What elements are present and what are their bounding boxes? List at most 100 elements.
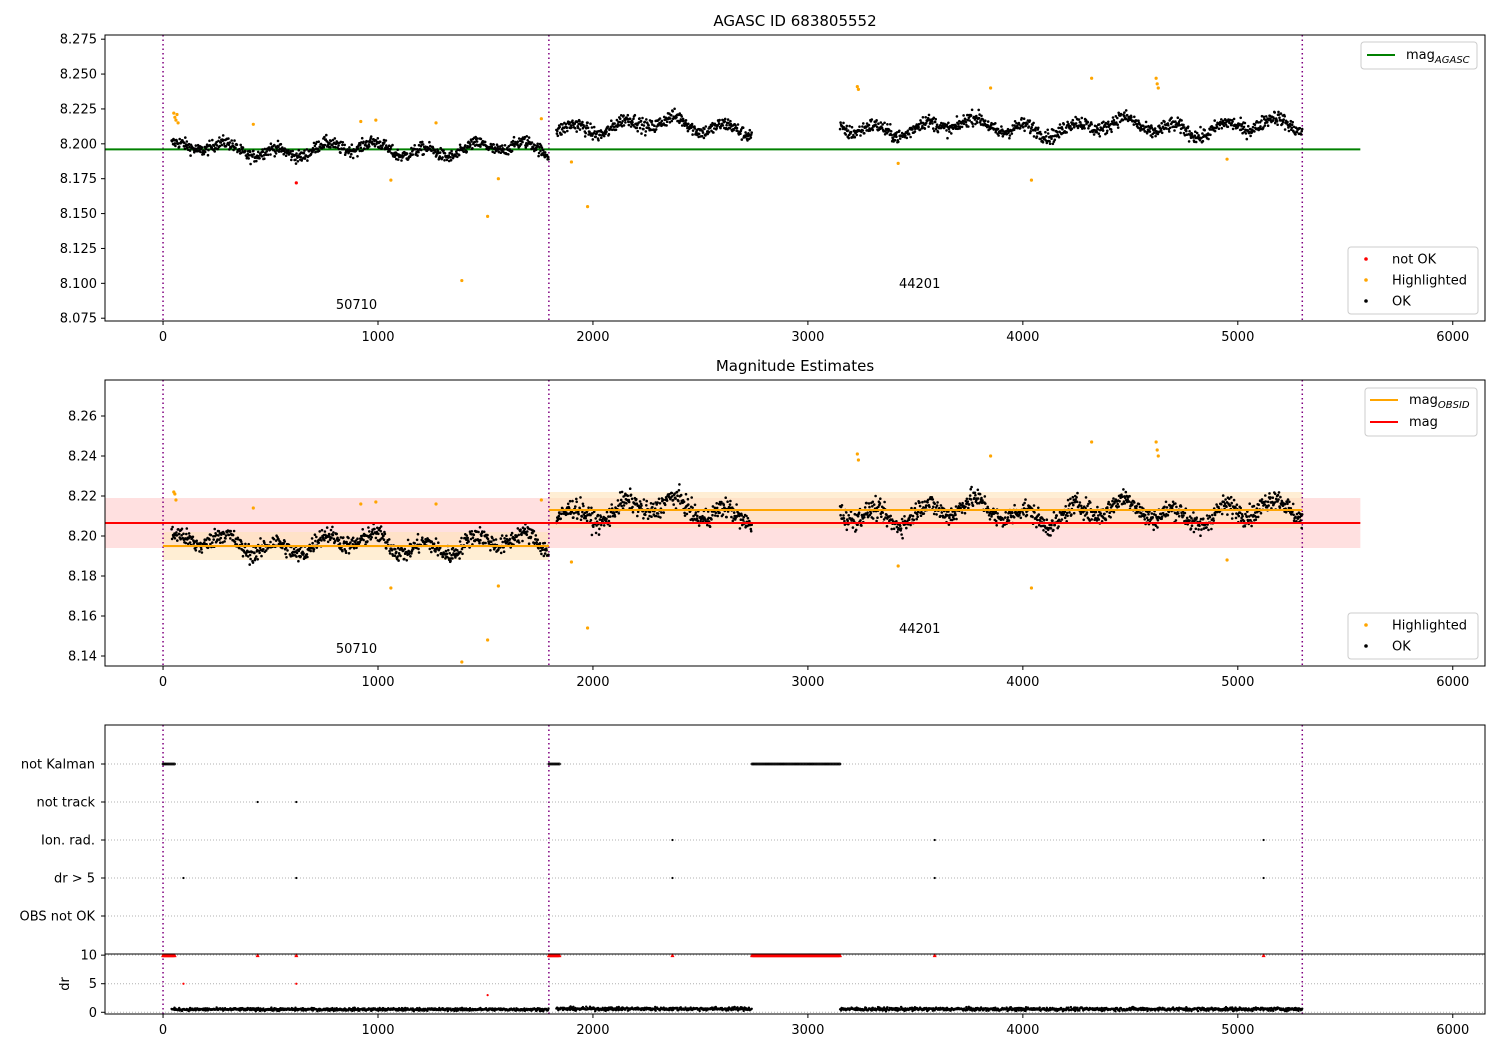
data-point <box>450 553 453 557</box>
data-point <box>1263 124 1267 127</box>
data-point <box>295 555 298 558</box>
data-point <box>1245 515 1249 519</box>
data-point <box>511 139 515 143</box>
data-point <box>1160 131 1164 135</box>
data-point <box>229 537 232 540</box>
data-point <box>646 517 650 520</box>
data-point <box>649 128 653 132</box>
data-point <box>217 529 221 533</box>
data-point <box>968 494 972 497</box>
data-point <box>248 150 252 154</box>
data-point <box>1160 515 1164 518</box>
data-point <box>700 134 704 138</box>
data-point <box>945 123 949 126</box>
data-point <box>537 154 540 158</box>
data-point <box>691 506 694 510</box>
y-tick-label: 8.200 <box>60 137 97 152</box>
data-point <box>1283 502 1287 506</box>
data-point <box>962 114 965 117</box>
data-point <box>684 492 688 496</box>
data-point <box>1221 494 1225 497</box>
data-point <box>1013 120 1017 123</box>
data-point <box>1226 513 1229 516</box>
data-point <box>1193 134 1197 137</box>
data-point <box>1135 119 1138 122</box>
highlighted-point <box>460 278 464 283</box>
data-point <box>228 141 232 144</box>
data-point <box>688 127 691 131</box>
data-point <box>848 124 851 128</box>
data-point <box>934 117 937 121</box>
data-point <box>297 148 301 152</box>
highlighted-point <box>174 118 178 122</box>
data-point <box>673 107 676 111</box>
data-point <box>852 133 855 137</box>
data-point <box>636 129 639 133</box>
data-point <box>1192 511 1195 514</box>
data-point <box>1118 500 1121 503</box>
data-point <box>499 551 503 555</box>
data-point <box>1083 127 1086 130</box>
data-point <box>1226 125 1230 129</box>
data-point <box>327 532 331 536</box>
data-point <box>294 158 297 162</box>
highlighted-point <box>389 586 393 590</box>
data-point <box>1041 140 1045 144</box>
data-point <box>1242 125 1246 129</box>
data-point <box>286 151 290 154</box>
data-point <box>610 119 613 122</box>
data-point <box>589 513 592 517</box>
data-point <box>509 143 512 147</box>
data-point <box>1150 124 1153 127</box>
data-point <box>592 525 595 528</box>
data-point <box>421 140 424 144</box>
data-point <box>977 108 980 112</box>
data-point <box>1279 112 1283 115</box>
x-tick-label: 2000 <box>576 330 609 345</box>
data-point <box>187 532 191 535</box>
x-tick-label: 4000 <box>1006 675 1039 690</box>
data-point <box>1249 519 1252 522</box>
data-point <box>323 143 327 147</box>
data-point <box>947 121 950 125</box>
data-point <box>284 552 287 556</box>
data-point <box>254 159 258 163</box>
data-point <box>539 144 543 147</box>
data-point <box>1224 123 1228 126</box>
highlighted-point <box>1029 586 1034 590</box>
data-point <box>215 140 218 144</box>
data-point <box>718 118 721 122</box>
data-point <box>1132 123 1136 126</box>
data-point <box>624 121 627 124</box>
data-point <box>322 145 326 149</box>
data-point <box>1276 493 1280 497</box>
data-point <box>1185 129 1188 133</box>
data-point <box>1051 142 1055 146</box>
data-point <box>865 501 868 505</box>
data-point <box>706 523 709 527</box>
data-point <box>1080 504 1083 508</box>
data-point <box>1267 504 1270 507</box>
data-point <box>930 119 934 123</box>
data-point <box>1057 126 1060 130</box>
data-point <box>962 122 966 126</box>
data-point <box>1247 124 1250 128</box>
data-point <box>174 144 177 148</box>
highlighted-point <box>374 500 378 504</box>
data-point <box>1020 116 1023 120</box>
data-point <box>200 551 204 554</box>
data-point <box>376 137 380 140</box>
data-point <box>244 542 247 546</box>
data-point <box>1213 129 1217 133</box>
data-point <box>441 156 444 159</box>
data-point <box>253 551 256 555</box>
data-point <box>195 149 199 153</box>
data-point <box>173 537 177 540</box>
data-point <box>1075 500 1079 504</box>
data-point <box>907 518 911 521</box>
data-point <box>879 497 882 501</box>
data-point <box>849 130 853 134</box>
data-point <box>846 129 850 132</box>
data-point <box>973 491 977 495</box>
data-point <box>356 147 360 150</box>
